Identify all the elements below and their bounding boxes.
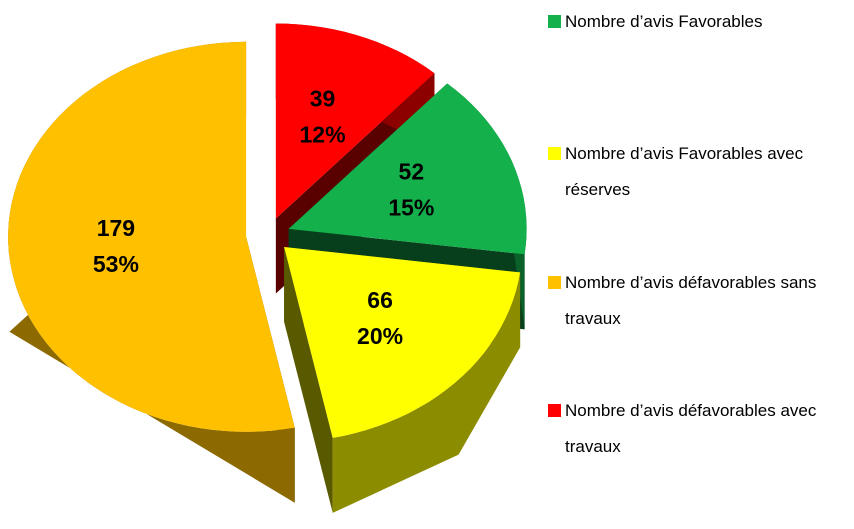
legend-label: Nombre d’avis Favorables avec réserves — [565, 144, 804, 199]
slice — [288, 83, 527, 255]
slice — [8, 41, 295, 432]
legend-entry: Nombre d’avis Favorables — [548, 4, 848, 40]
legend-swatch — [548, 147, 561, 160]
percent-label: 15% — [388, 195, 434, 221]
percent-label: 20% — [357, 323, 403, 349]
slice-side — [332, 272, 521, 513]
legend-label: Nombre d’avis défavorables avec travaux — [565, 401, 817, 456]
data-label: 179 — [97, 215, 135, 241]
percent-label: 12% — [300, 121, 346, 147]
slice — [275, 23, 435, 219]
slice-wall — [284, 246, 333, 513]
legend-label: Nombre d’avis Favorables — [565, 12, 763, 31]
legend-entry: Nombre d’avis défavorables avec travaux — [548, 393, 848, 465]
data-label: 66 — [367, 287, 393, 313]
legend-entry: Nombre d’avis Favorables avec réserves — [548, 136, 848, 208]
percent-label: 53% — [93, 251, 139, 277]
legend-label: Nombre d’avis défavorables sans travaux — [565, 273, 817, 328]
legend-swatch — [548, 276, 561, 289]
legend-swatch — [548, 15, 561, 28]
legend-swatch — [548, 404, 561, 417]
legend-entry: Nombre d’avis défavorables sans travaux — [548, 265, 848, 337]
slices — [8, 23, 527, 513]
data-label: 52 — [399, 159, 425, 185]
slice — [284, 246, 521, 438]
data-label: 39 — [310, 85, 336, 111]
